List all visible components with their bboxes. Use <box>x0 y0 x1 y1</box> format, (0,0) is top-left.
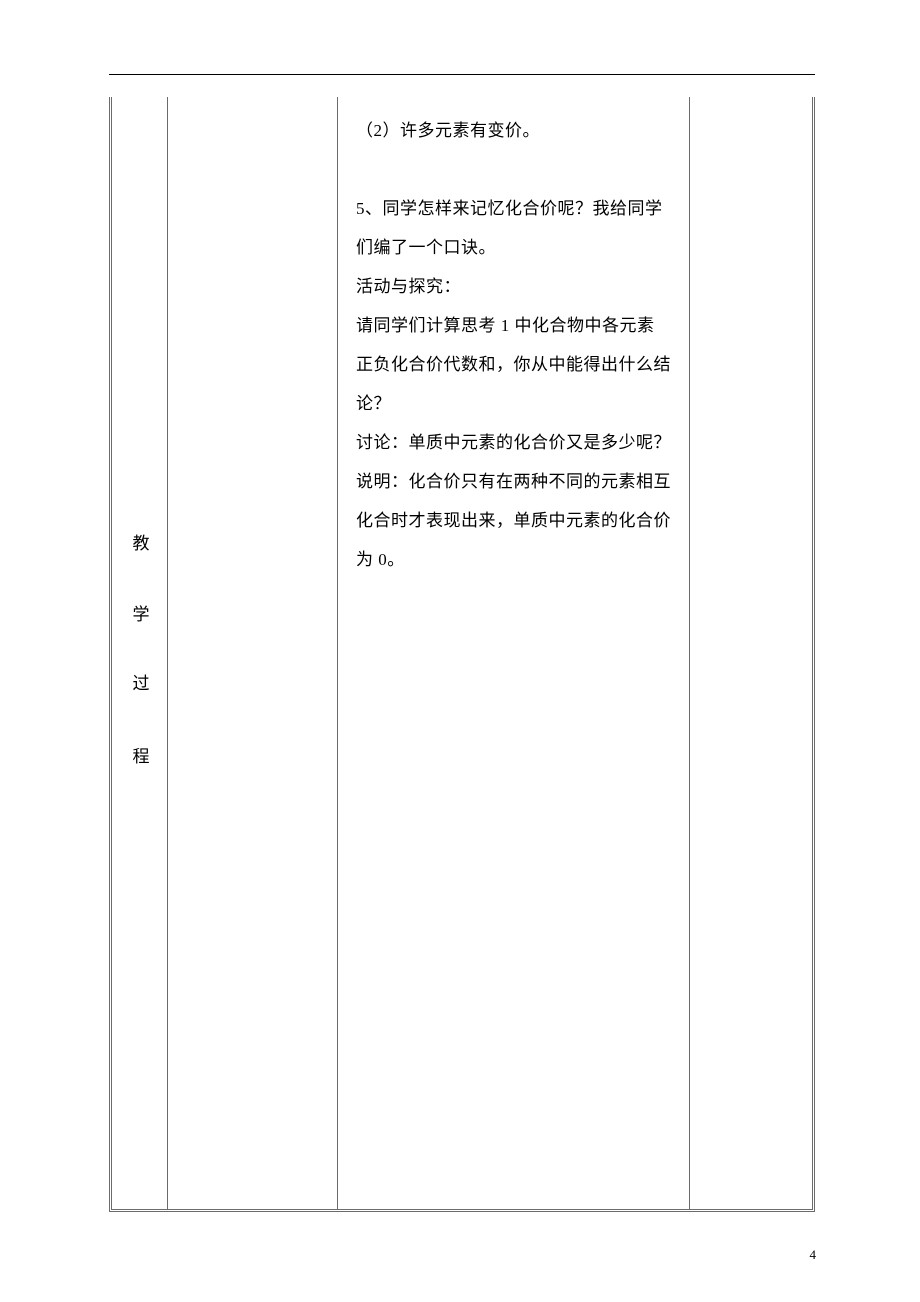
column-divider-2 <box>337 97 338 1209</box>
text-line: 化合时才表现出来，单质中元素的化合价 <box>356 511 671 530</box>
text-line: 论？ <box>356 394 391 413</box>
row-label-char: 教 <box>112 535 170 552</box>
text-line: 为 0。 <box>356 550 405 569</box>
header-rule <box>109 74 815 75</box>
text-line: 们编了一个口诀。 <box>356 238 496 257</box>
column-divider-1 <box>167 97 168 1209</box>
paragraph-text: （2）许多元素有变价。 <box>356 111 676 150</box>
row-label-char: 过 <box>112 675 170 692</box>
document-page: 教 学 过 程 （2）许多元素有变价。 5、同学怎样来记忆化合价呢？我给同学 们… <box>0 0 920 1302</box>
page-number: 4 <box>810 1247 817 1263</box>
paragraph-text: 5、同学怎样来记忆化合价呢？我给同学 们编了一个口诀。 活动与探究： 请同学们计… <box>356 189 676 579</box>
row-label-char: 学 <box>112 606 170 623</box>
text-line: 5、同学怎样来记忆化合价呢？我给同学 <box>356 199 663 218</box>
text-line: 讨论：单质中元素的化合价又是多少呢？ <box>356 433 671 452</box>
lesson-plan-table: 教 学 过 程 （2）许多元素有变价。 5、同学怎样来记忆化合价呢？我给同学 们… <box>109 97 815 1212</box>
column-divider-3 <box>689 97 690 1209</box>
text-line: 请同学们计算思考 1 中化合物中各元素 <box>356 316 655 335</box>
text-line: 说明：化合价只有在两种不同的元素相互 <box>356 472 671 491</box>
text-line: 正负化合价代数和，你从中能得出什么结 <box>356 355 671 374</box>
text-line: 活动与探究： <box>356 277 461 296</box>
row-label-char: 程 <box>112 748 170 765</box>
